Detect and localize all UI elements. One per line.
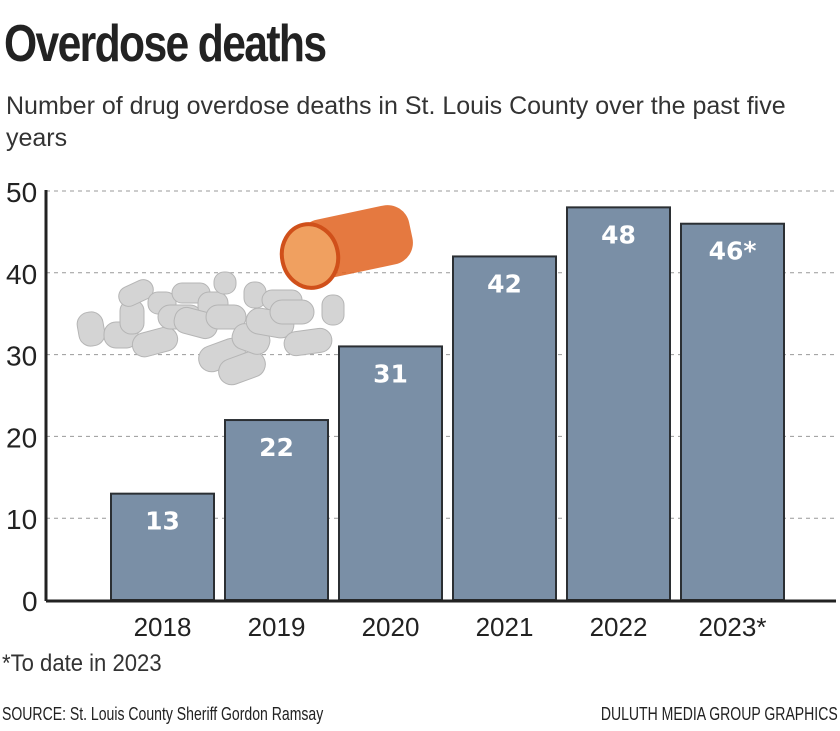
bars (110, 206, 785, 602)
bar-2021 (452, 255, 557, 601)
bar-2023* (680, 222, 785, 601)
y-tick-label: 50 (6, 177, 37, 208)
x-tick-label: 2022 (590, 612, 648, 642)
chart-title: Overdose deaths (4, 15, 327, 73)
bar-2019 (224, 419, 329, 602)
bar-2020 (338, 345, 443, 602)
data-label: 48 (601, 220, 636, 249)
data-label: 22 (259, 433, 294, 462)
pills-icon (76, 271, 345, 386)
x-tick-label: 2018 (134, 612, 192, 642)
x-axis-ticks: 2018 2019 2020 2021 2022 2023* (134, 612, 767, 642)
x-tick-label: 2021 (476, 612, 534, 642)
y-tick-label: 40 (6, 259, 37, 290)
y-tick-label: 30 (6, 341, 37, 372)
data-label: 31 (373, 359, 408, 388)
x-tick-label: 2019 (248, 612, 306, 642)
y-tick-label: 20 (6, 422, 37, 453)
credit-note: DULUTH MEDIA GROUP GRAPHICS (601, 704, 838, 724)
footnote: *To date in 2023 (2, 650, 162, 677)
pill-bottle-illustration (76, 205, 413, 386)
y-tick-label: 10 (6, 504, 37, 535)
data-label: 42 (487, 269, 522, 298)
chart-subtitle: Number of drug overdose deaths in St. Lo… (6, 92, 786, 152)
pill-bottle-icon (279, 205, 413, 290)
bar-2022 (566, 206, 671, 602)
bar-2018 (110, 492, 215, 601)
data-label: 46* (709, 237, 757, 266)
y-tick-label: 0 (22, 586, 38, 617)
data-labels: 13 22 31 42 48 46* (145, 220, 756, 535)
data-label: 13 (145, 507, 180, 536)
source-note: SOURCE: St. Louis County Sheriff Gordon … (2, 704, 324, 724)
x-tick-label: 2023* (699, 612, 767, 642)
x-tick-label: 2020 (362, 612, 420, 642)
y-axis-ticks: 0 10 20 30 40 50 (6, 177, 38, 617)
